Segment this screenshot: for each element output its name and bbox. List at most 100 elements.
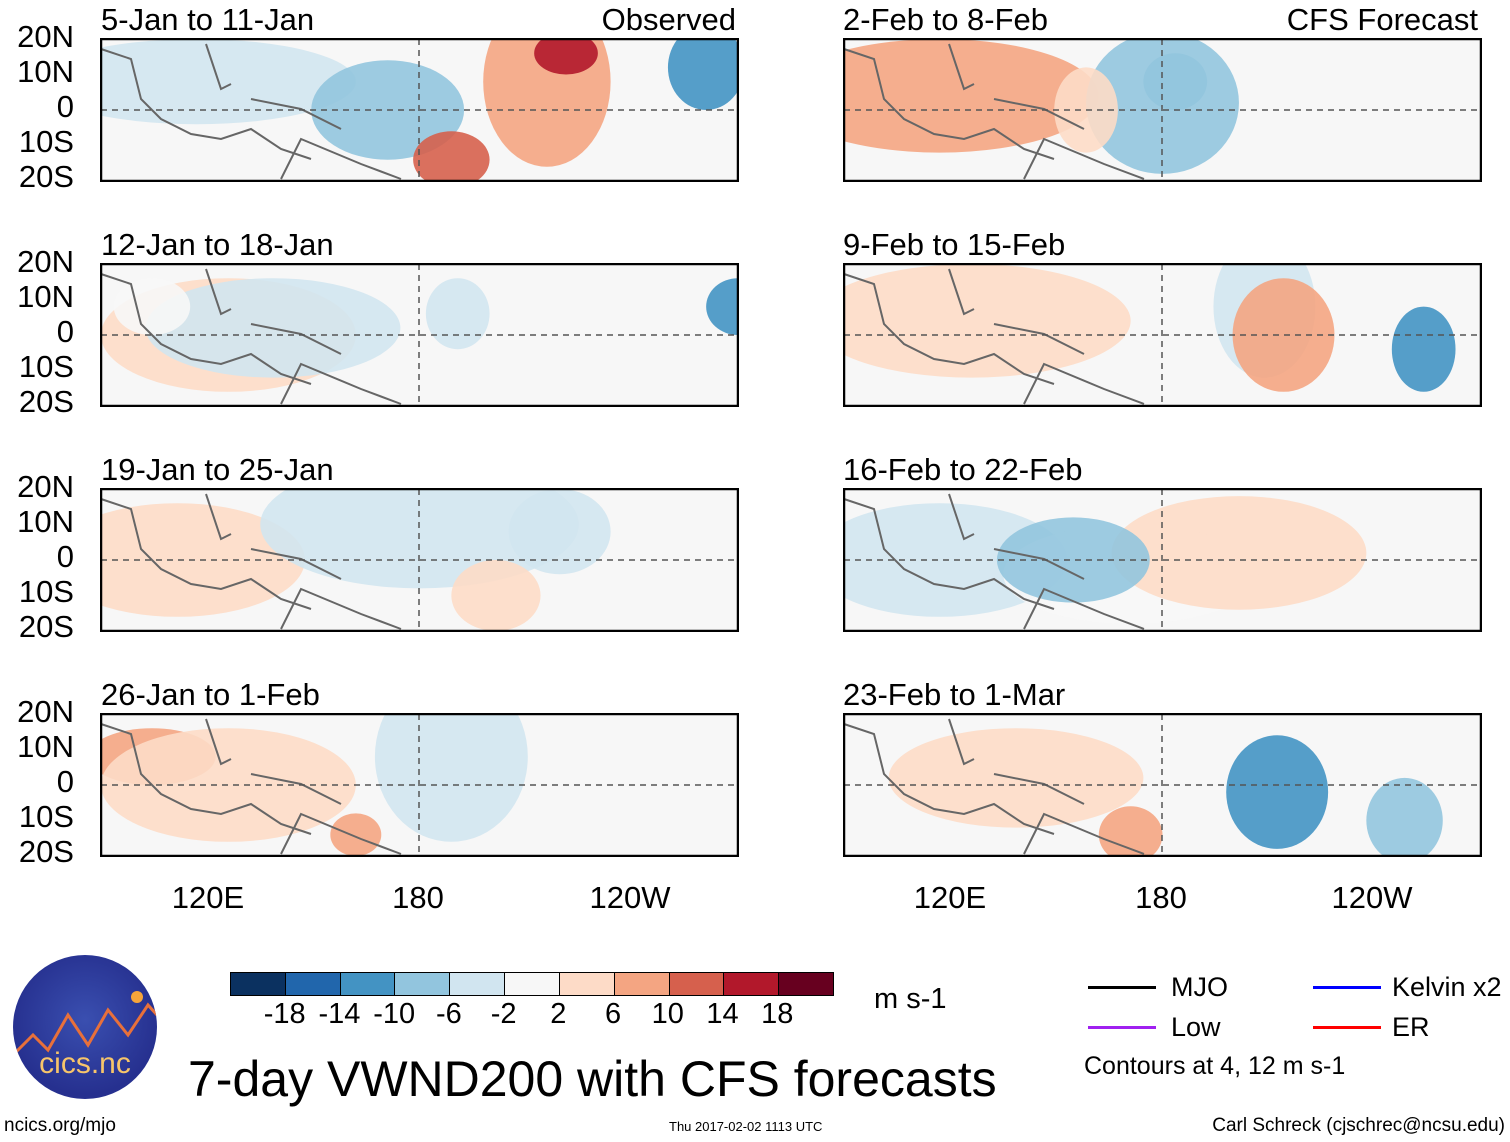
map-panel (100, 38, 739, 182)
coastline (843, 493, 1145, 630)
lon-label: 120W (1331, 880, 1413, 915)
mountain-icon (13, 991, 157, 1057)
colorbar-swatch (559, 973, 615, 995)
colorbar-label: -2 (490, 998, 517, 1030)
colorbar-swatch (340, 973, 396, 995)
map-panel (100, 713, 739, 857)
panel-title: 2-Feb to 8-Feb (843, 2, 1049, 37)
logo-text: cics.nc (39, 1047, 131, 1080)
observed-label: Observed (601, 2, 736, 37)
coastline (100, 718, 402, 855)
panel-title: 5-Jan to 11-Jan (101, 2, 315, 37)
legend-line-er (1313, 1026, 1381, 1029)
coastline (100, 43, 402, 180)
anomaly-shading (996, 517, 1150, 603)
colorbar-label: -18 (263, 998, 306, 1030)
lat-label: 20N (17, 694, 74, 729)
anomaly-shading (1226, 735, 1329, 849)
anomaly-shading (1143, 53, 1208, 110)
panel-title: 23-Feb to 1-Mar (843, 677, 1066, 712)
lat-label: 10N (17, 54, 74, 89)
anomaly-shading (425, 278, 490, 350)
lat-label: 0 (56, 89, 74, 124)
map-panel (843, 38, 1482, 182)
colorbar-units: m s-1 (874, 983, 947, 1015)
lat-label: 10N (17, 729, 74, 764)
coastline (843, 43, 1145, 180)
anomaly-shading (413, 131, 490, 182)
source-link[interactable]: ncics.org/mjo (4, 1115, 116, 1136)
lat-label: 20S (18, 834, 74, 869)
panel-title: 26-Jan to 1-Feb (101, 677, 320, 712)
colorbar-label: 2 (550, 998, 567, 1030)
colorbar-swatch (231, 973, 286, 995)
coastline (843, 268, 1145, 405)
colorbar-swatch (669, 973, 725, 995)
cfs-forecast-label: CFS Forecast (1286, 2, 1478, 37)
credit: Carl Schreck (cjschrec@ncsu.edu) (1212, 1115, 1505, 1136)
contour-note: Contours at 4, 12 m s-1 (1084, 1052, 1346, 1080)
coastline (100, 493, 402, 630)
anomaly-shading (330, 813, 382, 856)
colorbar-label: -10 (373, 998, 416, 1030)
lat-label: 20S (18, 609, 74, 644)
colorbar-swatch (395, 973, 451, 995)
coastline (100, 268, 402, 405)
lat-label: 10N (17, 504, 74, 539)
anomaly-shading (101, 728, 356, 842)
map-panel (100, 263, 739, 407)
colorbar-swatch (614, 973, 670, 995)
colorbar-label: 14 (706, 998, 739, 1030)
colorbar-label: -14 (318, 998, 361, 1030)
lon-label: 120E (913, 880, 987, 915)
map-panel (843, 713, 1482, 857)
lat-label: 0 (56, 539, 74, 574)
coastline (843, 718, 1145, 855)
lat-label: 20N (17, 469, 74, 504)
colorbar-label: 18 (761, 998, 794, 1030)
colorbar-swatch (779, 973, 833, 995)
anomaly-shading (843, 39, 1099, 153)
lat-label: 10S (18, 799, 74, 834)
panel-title: 12-Jan to 18-Jan (101, 227, 334, 262)
map-panel (100, 488, 739, 632)
colorbar-swatch (505, 973, 560, 995)
map-panel (843, 488, 1482, 632)
logo: cics.nc (13, 955, 157, 1099)
anomaly-shading (100, 39, 356, 125)
lat-label: 20S (18, 159, 74, 194)
colorbar-label: -6 (436, 998, 462, 1030)
legend-line-kelvin (1313, 986, 1381, 989)
lon-label: 120W (589, 880, 671, 915)
lat-label: 10N (17, 279, 74, 314)
panel-title: 16-Feb to 22-Feb (843, 452, 1083, 487)
lat-label: 20N (17, 19, 74, 54)
legend-label: MJO (1171, 972, 1228, 1002)
lat-label: 20N (17, 244, 74, 279)
figure-title: 7-day VWND200 with CFS forecasts (188, 1051, 997, 1107)
colorbar-swatch (285, 973, 341, 995)
anomaly-shading (508, 489, 611, 575)
panel-title: 9-Feb to 15-Feb (843, 227, 1066, 262)
lat-label: 10S (18, 349, 74, 384)
anomaly-shading (374, 713, 528, 842)
legend-label: Kelvin x2 (1392, 972, 1502, 1002)
anomaly-shading (1111, 496, 1367, 610)
legend-label: Low (1171, 1012, 1221, 1042)
timestamp: Thu 2017-02-02 1113 UTC (669, 1119, 823, 1134)
anomaly-shading (706, 278, 739, 335)
lat-label: 20S (18, 384, 74, 419)
legend-line-low (1088, 1026, 1156, 1029)
anomaly-shading (1366, 777, 1443, 857)
anomaly-shading (1391, 306, 1456, 392)
lat-label: 10S (18, 574, 74, 609)
anomaly-shading (1232, 278, 1335, 392)
legend-label: ER (1392, 1012, 1430, 1042)
lat-label: 10S (18, 124, 74, 159)
panel-title: 19-Jan to 25-Jan (101, 452, 334, 487)
anomaly-shading (1098, 806, 1163, 857)
colorbar-swatch (450, 973, 506, 995)
colorbar-swatch (724, 973, 780, 995)
lat-label: 0 (56, 314, 74, 349)
